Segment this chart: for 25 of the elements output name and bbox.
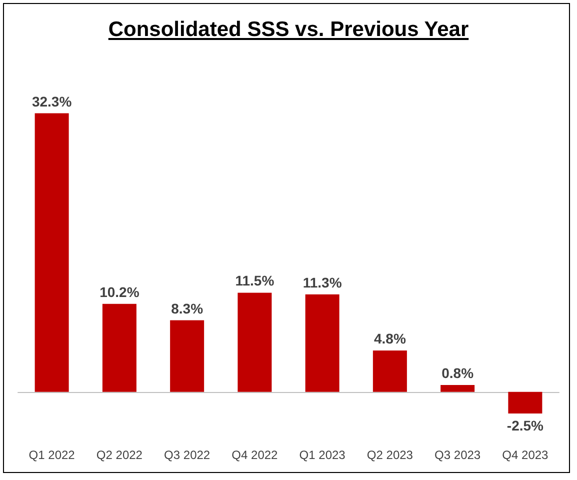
x-tick-label: Q1 2023 bbox=[299, 448, 346, 462]
bar bbox=[440, 384, 475, 392]
bar bbox=[305, 294, 340, 392]
data-label: 32.3% bbox=[32, 93, 72, 110]
data-label: -2.5% bbox=[506, 417, 544, 434]
x-tick-label: Q4 2023 bbox=[502, 448, 549, 462]
bar bbox=[102, 304, 136, 392]
data-label: 11.3% bbox=[302, 274, 342, 290]
x-tick-label: Q3 2022 bbox=[164, 448, 210, 462]
x-tick-label: Q3 2023 bbox=[434, 448, 481, 462]
data-label: 4.8% bbox=[374, 330, 406, 346]
data-label: 0.8% bbox=[442, 364, 474, 381]
x-tick-label: Q4 2022 bbox=[232, 448, 278, 462]
data-label: 11.5% bbox=[235, 272, 275, 289]
data-label: 10.2% bbox=[100, 284, 140, 300]
bar bbox=[170, 320, 204, 392]
x-tick-label: Q2 2022 bbox=[96, 448, 143, 462]
data-label: 8.3% bbox=[171, 300, 204, 316]
bar bbox=[372, 350, 407, 392]
x-tick-label: Q1 2022 bbox=[28, 448, 76, 462]
bar bbox=[238, 292, 272, 392]
x-tick-label: Q2 2023 bbox=[366, 448, 414, 462]
chart-title: Consolidated SSS vs. Previous Year bbox=[107, 18, 470, 42]
bar bbox=[34, 113, 69, 392]
bar bbox=[508, 392, 542, 414]
